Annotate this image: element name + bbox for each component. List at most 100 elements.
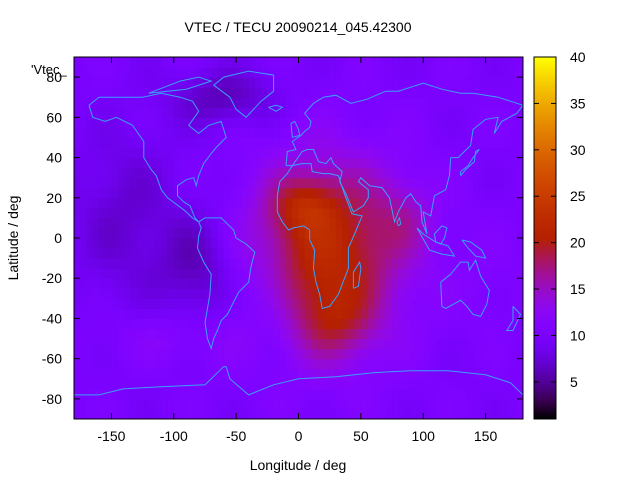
heatmap-cell	[323, 227, 331, 239]
heatmap-cell	[485, 127, 493, 139]
heatmap-cell	[180, 157, 187, 169]
heatmap-cell	[236, 408, 243, 419]
x-axis-ticks: -150 -100 -50 0 50 100 150	[97, 57, 497, 444]
heatmap-cell	[254, 368, 262, 380]
heatmap-cell	[373, 378, 381, 390]
heatmap-cell	[354, 338, 362, 350]
heatmap-cell	[123, 308, 131, 320]
heatmap-cell	[360, 388, 368, 400]
heatmap-cell	[398, 167, 406, 179]
heatmap-cell	[80, 157, 88, 169]
heatmap-cell	[204, 217, 212, 229]
heatmap-cell	[354, 97, 362, 108]
heatmap-cell	[192, 268, 200, 279]
heatmap-cell	[379, 368, 387, 380]
heatmap-cell	[379, 398, 387, 410]
heatmap-cell	[155, 217, 162, 229]
heatmap-cell	[248, 57, 256, 68]
heatmap-cell	[180, 117, 187, 128]
heatmap-cell	[111, 147, 119, 159]
heatmap-cell	[348, 117, 356, 128]
heatmap-cell	[186, 167, 194, 179]
heatmap-cell	[86, 127, 94, 139]
heatmap-cell	[223, 408, 231, 419]
heatmap-cell	[498, 238, 505, 249]
heatmap-cell	[217, 157, 225, 169]
heatmap-cell	[198, 107, 206, 118]
heatmap-cell	[267, 67, 275, 78]
heatmap-cell	[248, 288, 256, 299]
heatmap-cell	[367, 207, 374, 219]
y-tick-label: 80	[46, 69, 62, 85]
heatmap-cell	[373, 107, 381, 118]
heatmap-cell	[242, 57, 250, 68]
heatmap-cell	[148, 238, 156, 249]
heatmap-cell	[223, 308, 231, 320]
heatmap-cell	[248, 298, 256, 309]
heatmap-cell	[342, 318, 349, 330]
heatmap-cell	[236, 398, 243, 410]
heatmap-cell	[267, 87, 275, 98]
heatmap-cell	[516, 328, 523, 340]
heatmap-cell	[123, 248, 131, 259]
heatmap-cell	[510, 358, 518, 370]
heatmap-cell	[217, 217, 225, 229]
heatmap-cell	[392, 167, 399, 179]
heatmap-cell	[204, 238, 212, 249]
heatmap-cell	[473, 348, 480, 360]
heatmap-cell	[441, 57, 449, 68]
heatmap-cell	[123, 268, 131, 279]
heatmap-cell	[74, 298, 81, 309]
heatmap-cell	[473, 217, 480, 229]
heatmap-cell	[479, 288, 487, 299]
heatmap-cell	[254, 338, 262, 350]
heatmap-cell	[186, 217, 194, 229]
heatmap-cell	[74, 207, 81, 219]
heatmap-cell	[379, 77, 387, 88]
heatmap-cell	[454, 298, 462, 309]
heatmap-cell	[161, 358, 169, 370]
heatmap-cell	[198, 97, 206, 108]
heatmap-cell	[298, 107, 306, 118]
heatmap-cell	[242, 408, 250, 419]
heatmap-cell	[392, 77, 399, 88]
heatmap-cell	[167, 318, 175, 330]
heatmap-cell	[123, 398, 131, 410]
heatmap-cell	[204, 107, 212, 118]
heatmap-cell	[142, 268, 150, 279]
heatmap-cell	[173, 57, 181, 68]
heatmap-cell	[342, 207, 349, 219]
heatmap-cell	[404, 227, 412, 239]
heatmap-cell	[86, 187, 94, 199]
heatmap-cell	[360, 378, 368, 390]
heatmap-cell	[86, 268, 94, 279]
heatmap-cell	[317, 57, 325, 68]
heatmap-cell	[142, 358, 150, 370]
heatmap-cell	[491, 388, 499, 400]
heatmap-cell	[354, 328, 362, 340]
heatmap-cell	[454, 177, 462, 189]
heatmap-cell	[86, 117, 94, 128]
heatmap-cell	[354, 227, 362, 239]
heatmap-cell	[105, 157, 113, 169]
heatmap-cell	[354, 187, 362, 199]
heatmap-cell	[279, 408, 287, 419]
heatmap-cell	[466, 288, 474, 299]
heatmap-cell	[516, 87, 523, 98]
heatmap-cell	[435, 207, 443, 219]
heatmap-cell	[416, 348, 424, 360]
heatmap-cell	[329, 197, 337, 209]
heatmap-cell	[242, 348, 250, 360]
heatmap-cell	[279, 398, 287, 410]
heatmap-cell	[86, 288, 94, 299]
heatmap-cell	[117, 177, 125, 189]
heatmap-cell	[211, 318, 219, 330]
heatmap-cell	[148, 278, 156, 289]
heatmap-cell	[111, 248, 119, 259]
heatmap-cell	[236, 187, 243, 199]
heatmap-cell	[310, 117, 318, 128]
heatmap-cell	[117, 57, 125, 68]
heatmap-cell	[317, 308, 325, 320]
heatmap-cell	[435, 388, 443, 400]
heatmap-cell	[473, 57, 480, 68]
